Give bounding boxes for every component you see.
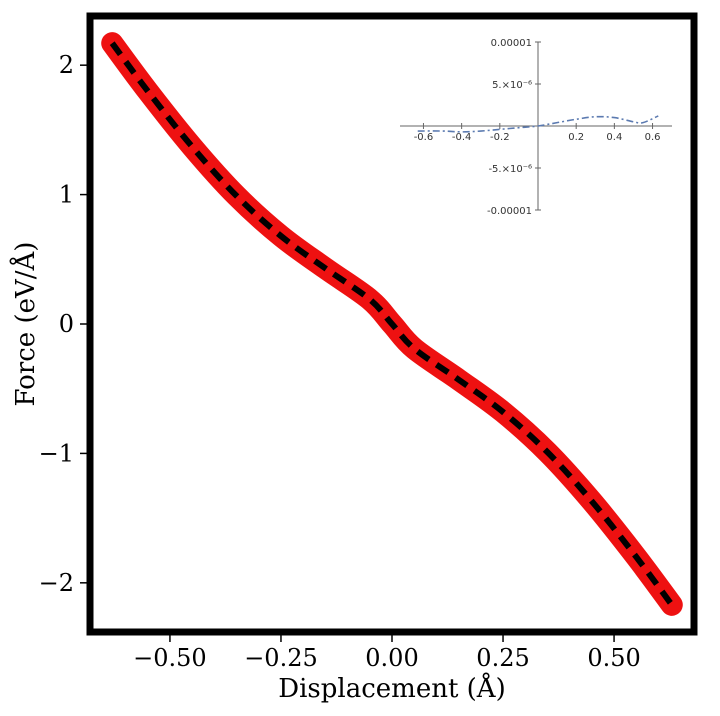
inset-chart: -0.6 -0.4 -0.2 0.2 0.4 0.6 0.00001 5.×10⁻⁶ -5.×1… (400, 38, 672, 217)
main-x-tick-label: −0.25 (244, 644, 318, 672)
main-y-tick-label: 0 (59, 310, 74, 338)
main-y-tick-label: 2 (59, 51, 74, 79)
inset-series-difference (417, 115, 659, 133)
main-y-tick-label: −2 (39, 569, 74, 597)
main-x-tick-label: 0.25 (476, 644, 529, 672)
inset-y-tick-label: 5.×10⁻⁶ (492, 80, 532, 91)
main-series-fit (109, 41, 675, 607)
inset-y-tick-label: -5.×10⁻⁶ (488, 164, 532, 175)
main-x-tick-label: 0.50 (587, 644, 640, 672)
inset-x-tick-label: 0.6 (645, 132, 661, 143)
inset-y-tick-label: 0.00001 (491, 38, 532, 49)
main-y-tick-label: −1 (39, 439, 74, 467)
main-x-tick-label: −0.50 (133, 644, 207, 672)
inset-x-tick-label: -0.6 (414, 132, 434, 143)
inset-x-tick-label: 0.2 (568, 132, 584, 143)
main-y-tick-label: 1 (59, 181, 74, 209)
main-y-axis-label: Force (eV/Å) (9, 242, 41, 407)
inset-x-tick-label: 0.4 (606, 132, 622, 143)
main-axis-ticks: −0.50 −0.25 0.00 0.25 0.50 2 1 0 −1 −2 (39, 51, 641, 672)
main-x-tick-label: 0.00 (365, 644, 418, 672)
main-x-axis-label: Displacement (Å) (278, 672, 505, 704)
inset-x-tick-label: -0.4 (452, 132, 472, 143)
main-plot-frame (86, 12, 698, 636)
inset-y-tick-label: -0.00001 (487, 206, 532, 217)
main-series-group (101, 32, 683, 616)
inset-x-tick-label: -0.2 (490, 132, 510, 143)
